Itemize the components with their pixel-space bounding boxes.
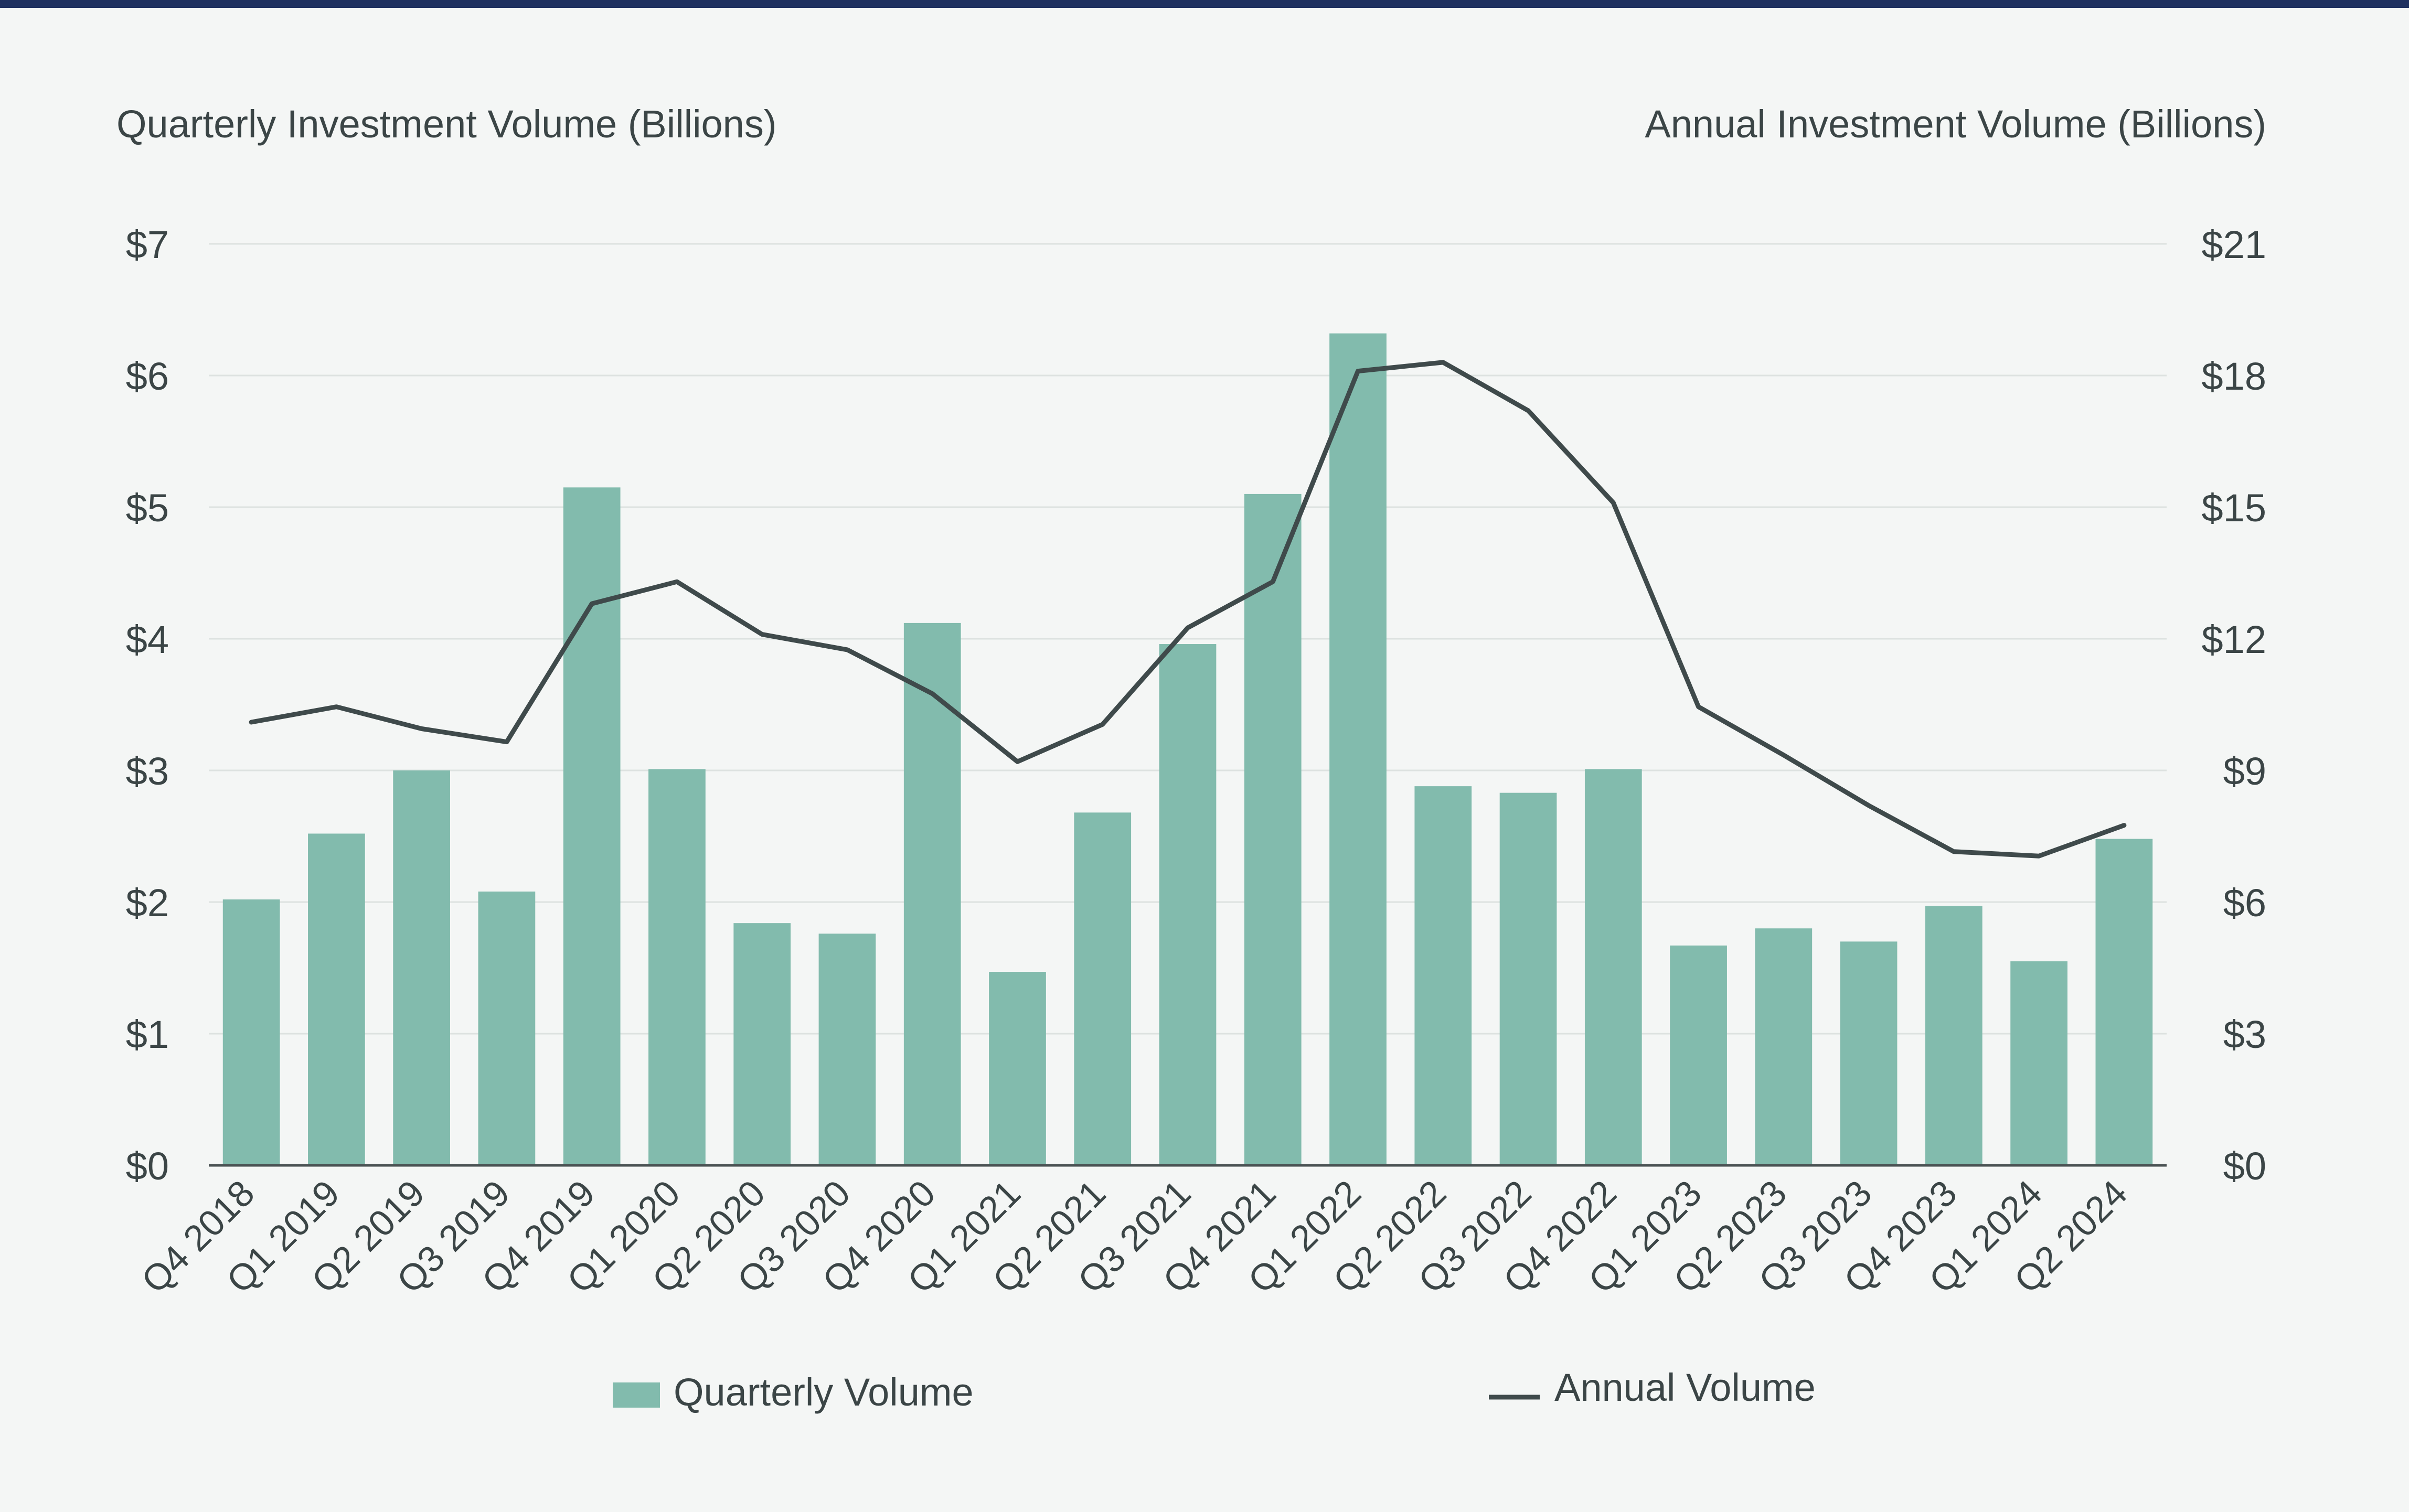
bar [393, 770, 451, 1165]
right-axis-tick-label: $3 [2223, 1013, 2266, 1056]
bar [1074, 812, 1132, 1165]
right-axis-tick-label: $12 [2202, 618, 2266, 661]
bar [1499, 792, 1557, 1165]
bar [989, 972, 1046, 1165]
left-axis-tick-label: $6 [126, 355, 169, 398]
left-axis-ticks: $0 $1 $2 $3 $4 $5 $6 $7 [126, 223, 169, 1188]
right-axis-ticks: $0 $3 $6 $9 $12 $15 $18 $21 [2202, 223, 2266, 1188]
right-axis-tick-label: $0 [2223, 1144, 2266, 1188]
bar [478, 891, 536, 1165]
bar-series [222, 333, 2153, 1166]
bar [1414, 786, 1472, 1165]
left-axis-tick-label: $2 [126, 881, 169, 925]
bar [818, 934, 876, 1165]
bar [222, 899, 280, 1165]
legend-swatch-quarterly-volume [613, 1382, 660, 1408]
bar [1925, 906, 1982, 1165]
bar [1670, 945, 1727, 1165]
bar [1159, 644, 1217, 1165]
legend-label-quarterly-volume: Quarterly Volume [674, 1370, 974, 1414]
bar [1755, 928, 1813, 1165]
bar [2010, 961, 2067, 1165]
bar [2095, 839, 2153, 1165]
legend: Quarterly Volume Annual Volume [613, 1366, 1816, 1414]
left-axis-tick-label: $4 [126, 618, 169, 661]
bar [1584, 769, 1642, 1165]
bar [1244, 494, 1302, 1165]
bar [903, 623, 961, 1165]
annual-volume-line [249, 360, 2127, 859]
left-axis-tick-label: $1 [126, 1013, 169, 1056]
left-axis-tick-label: $7 [126, 223, 169, 266]
left-axis-tick-label: $5 [126, 486, 169, 530]
right-axis-tick-label: $18 [2202, 355, 2266, 398]
right-axis-title: Annual Investment Volume (Billions) [1645, 102, 2266, 146]
left-axis-tick-label: $3 [126, 749, 169, 793]
bar [1840, 941, 1898, 1165]
bar [308, 833, 365, 1165]
bar [1329, 333, 1387, 1166]
right-axis-tick-label: $6 [2223, 881, 2266, 925]
bar [563, 487, 621, 1165]
right-axis-tick-label: $21 [2202, 223, 2266, 266]
right-axis-tick-label: $9 [2223, 749, 2266, 793]
legend-label-annual-volume: Annual Volume [1554, 1366, 1816, 1409]
bar [648, 769, 706, 1165]
left-axis-tick-label: $0 [126, 1144, 169, 1188]
top-rule [0, 0, 2409, 8]
right-axis-tick-label: $15 [2202, 486, 2266, 530]
bar [733, 923, 791, 1165]
left-axis-title: Quarterly Investment Volume (Billions) [116, 102, 776, 146]
line-series-group [249, 360, 2127, 859]
